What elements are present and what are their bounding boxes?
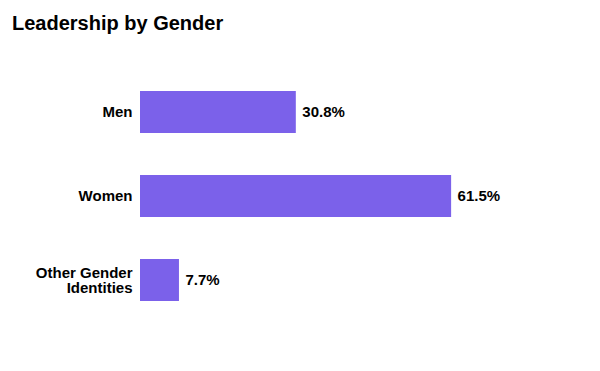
- svg-text:30.8%: 30.8%: [302, 103, 345, 120]
- svg-text:61.5%: 61.5%: [458, 187, 501, 204]
- svg-text:7.7%: 7.7%: [185, 271, 219, 288]
- html-text:Leadership by Gender: Leadership by Gender: [12, 12, 224, 34]
- svg-text:Other GenderIdentities: Other GenderIdentities: [36, 264, 133, 296]
- svg-text:Women: Women: [79, 187, 133, 204]
- svg-text:Men: Men: [103, 103, 133, 120]
